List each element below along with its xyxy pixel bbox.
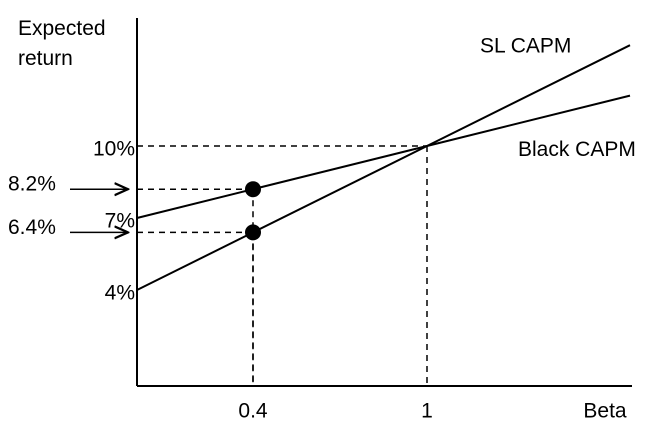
y-tick-label: 4% <box>105 282 135 305</box>
x-tick-label: 0.4 <box>238 400 268 423</box>
point-label: 6.4% <box>8 216 56 239</box>
y-axis-label: Expected return <box>18 17 106 70</box>
point-label: 8.2% <box>8 173 56 196</box>
y-tick-label: 7% <box>105 210 135 233</box>
series-line <box>136 94 631 219</box>
x-axis-label: Beta <box>583 400 627 423</box>
marked-point <box>245 224 261 241</box>
x-tick-label: 1 <box>421 400 433 423</box>
series-label: SL CAPM <box>480 35 571 58</box>
y-tick-label: 10% <box>93 138 135 161</box>
series-line <box>136 44 631 291</box>
series-label: Black CAPM <box>518 138 636 161</box>
marked-point <box>245 181 261 198</box>
